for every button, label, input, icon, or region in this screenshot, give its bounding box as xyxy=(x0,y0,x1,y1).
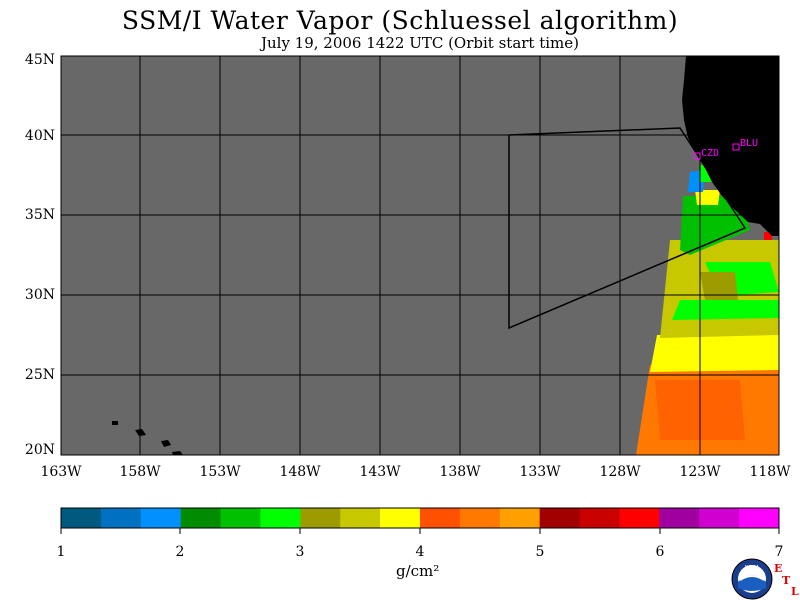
colorbar-label-2: 2 xyxy=(175,544,185,560)
island-maui xyxy=(161,440,171,447)
island-kauai xyxy=(112,421,118,425)
lon-label-148w: 148W xyxy=(279,464,321,480)
etl-letter-l: L xyxy=(791,585,799,598)
lat-label-40n: 40N xyxy=(24,128,55,144)
swath-red-spot xyxy=(764,232,772,240)
page-subtitle: July 19, 2006 1422 UTC (Orbit start time… xyxy=(260,34,580,52)
site-blu-marker xyxy=(732,143,740,151)
colorbar-segment xyxy=(260,508,301,528)
site-blu-label: BLU xyxy=(740,138,759,149)
lon-label-128w: 128W xyxy=(599,464,641,480)
colorbar-segment xyxy=(699,508,740,528)
lon-label-123w: 123W xyxy=(679,464,721,480)
colorbar-segment xyxy=(659,508,700,528)
colorbar-segment xyxy=(300,508,341,528)
etl-letter-t: T xyxy=(782,574,791,587)
lon-label-133w: 133W xyxy=(519,464,561,480)
island-hawaii xyxy=(172,451,183,455)
colorbar-label-1: 1 xyxy=(56,544,66,560)
colorbar-segment xyxy=(180,508,222,528)
hawaiian-islands xyxy=(112,421,183,455)
swath-green-north xyxy=(680,196,750,255)
colorbar-label-4: 4 xyxy=(415,544,425,560)
lon-label-163w: 163W xyxy=(40,464,82,480)
colorbar-segment xyxy=(579,508,620,528)
region-outline xyxy=(508,127,747,330)
colorbar-label-6: 6 xyxy=(655,544,665,560)
lat-label-45n: 45N xyxy=(24,52,55,68)
map-frame xyxy=(60,55,780,456)
colorbar-label-5: 5 xyxy=(535,544,545,560)
lat-label-25n: 25N xyxy=(24,367,55,383)
lon-label-118w: 118W xyxy=(749,464,791,480)
colorbar-segment xyxy=(340,508,381,528)
colorbar-label-7: 7 xyxy=(774,544,784,560)
colorbar-segment xyxy=(100,508,142,528)
lon-label-143w: 143W xyxy=(359,464,401,480)
page-title: SSM/I Water Vapor (Schluessel algorithm) xyxy=(121,6,679,35)
colorbar-segment xyxy=(739,508,780,528)
colorbar-segment xyxy=(140,508,182,528)
lat-label-35n: 35N xyxy=(24,207,55,223)
water-vapor-swath xyxy=(636,165,779,455)
colorbar-segment xyxy=(619,508,660,528)
lon-label-153w: 153W xyxy=(199,464,241,480)
etl-letter-e: E xyxy=(774,562,783,575)
land-north-america xyxy=(682,56,779,236)
site-czd-label: CZD xyxy=(701,148,720,159)
swath-dark-olive xyxy=(700,272,738,300)
colorbar-units: g/cm² xyxy=(396,562,440,580)
noaa-logo-text: NOAA xyxy=(745,565,760,571)
colorbar-segment xyxy=(61,508,102,528)
colorbar-segment xyxy=(220,508,261,528)
lat-label-20n: 20N xyxy=(24,442,55,458)
colorbar-segment xyxy=(420,508,461,528)
colorbar-segment xyxy=(499,508,541,528)
colorbar-ticks xyxy=(60,528,780,534)
lat-label-30n: 30N xyxy=(24,287,55,303)
colorbar-label-3: 3 xyxy=(295,544,305,560)
colorbar-segment xyxy=(380,508,421,528)
site-czd-marker xyxy=(693,152,701,160)
colorbar-segment xyxy=(459,508,501,528)
swath-yellow-band xyxy=(650,332,779,372)
map-grid xyxy=(61,56,779,455)
lon-label-158w: 158W xyxy=(119,464,161,480)
noaa-logo-icon: NOAA xyxy=(731,558,773,600)
colorbar-segment xyxy=(539,508,581,528)
colorbar xyxy=(60,507,780,529)
swath-yellow-north xyxy=(695,190,720,205)
lon-label-138w: 138W xyxy=(439,464,481,480)
swath-green-bright xyxy=(672,300,779,320)
